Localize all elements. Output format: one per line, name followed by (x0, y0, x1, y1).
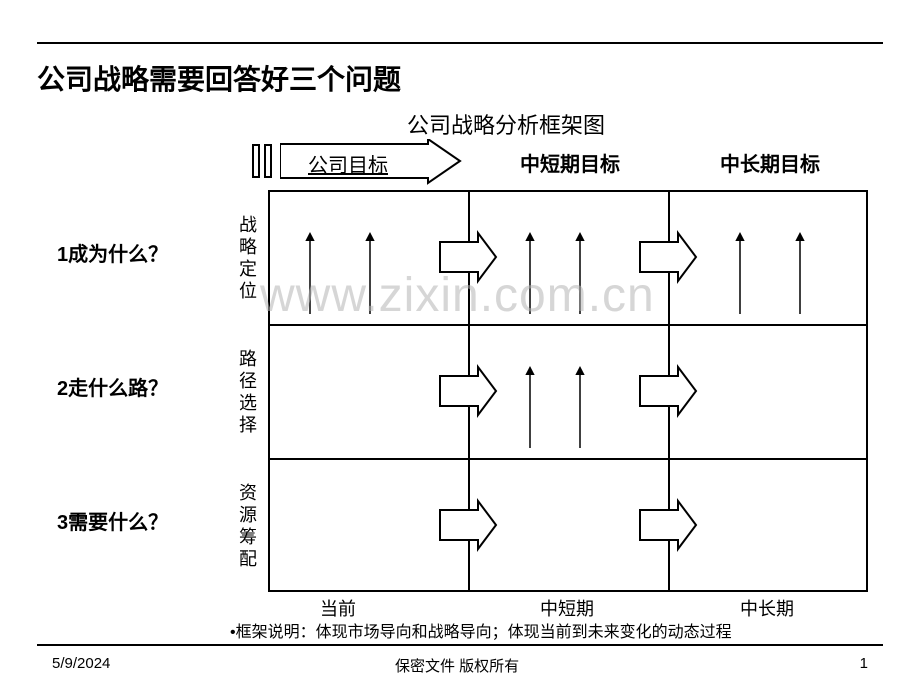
thin-arrow-icon (575, 232, 584, 314)
thin-arrow-icon (795, 232, 804, 314)
block-arrow-icon (440, 367, 496, 415)
thin-arrow-icon (735, 232, 744, 314)
thin-arrow-icon (365, 232, 374, 314)
footer-date: 5/9/2024 (52, 655, 110, 672)
footer-page: 1 (860, 655, 868, 672)
framework-note: •框架说明：体现市场导向和战略导向；体现当前到未来变化的动态过程 (230, 618, 732, 642)
thin-arrow-icon (575, 366, 584, 448)
block-arrow-icon (440, 501, 496, 549)
block-arrow-icon (440, 233, 496, 281)
arrows-overlay (0, 0, 920, 690)
block-arrow-icon (640, 367, 696, 415)
footer-rule (37, 644, 883, 646)
block-arrow-icon (640, 233, 696, 281)
block-arrow-icon (640, 501, 696, 549)
thin-arrow-icon (305, 232, 314, 314)
xlabel-midlong: 中长期 (740, 595, 794, 621)
thin-arrow-icon (525, 366, 534, 448)
thin-arrow-icon (525, 232, 534, 314)
footer-center: 保密文件 版权所有 (395, 655, 519, 676)
